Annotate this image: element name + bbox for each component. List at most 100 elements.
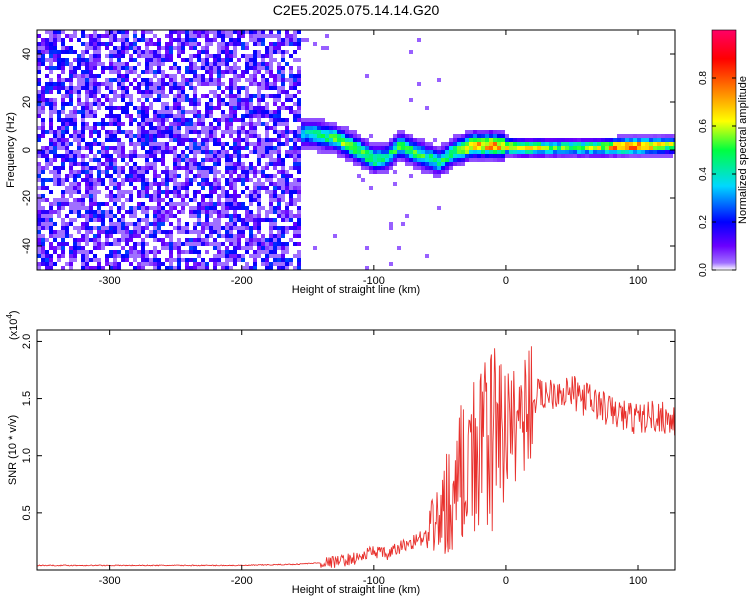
heatmap-cell xyxy=(53,262,57,266)
heatmap-cell xyxy=(201,62,205,66)
heatmap-cell xyxy=(85,218,89,222)
heatmap-cell xyxy=(221,110,225,114)
heatmap-cell xyxy=(105,234,109,238)
heatmap-cell xyxy=(93,226,97,230)
heatmap-cell xyxy=(665,134,669,138)
heatmap-cell xyxy=(249,162,253,166)
heatmap-cell xyxy=(193,130,197,134)
heatmap-cell xyxy=(213,118,217,122)
heatmap-cell xyxy=(81,122,85,126)
heatmap-cell xyxy=(429,158,433,162)
heatmap-cell xyxy=(165,118,169,122)
heatmap-cell xyxy=(293,230,297,234)
heatmap-cell xyxy=(265,134,269,138)
heatmap-cell xyxy=(77,78,81,82)
heatmap-cell xyxy=(229,206,233,210)
heatmap-cell xyxy=(209,102,213,106)
heatmap-cell xyxy=(41,242,45,246)
heatmap-cell xyxy=(461,162,465,166)
heatmap-cell xyxy=(345,142,349,146)
heatmap-cell xyxy=(145,94,149,98)
heatmap-cell xyxy=(525,142,529,146)
heatmap-cell xyxy=(257,182,261,186)
heatmap-cell xyxy=(85,94,89,98)
heatmap-cell xyxy=(121,150,125,154)
heatmap-cell xyxy=(113,250,117,254)
heatmap-cell xyxy=(437,206,441,210)
heatmap-cell xyxy=(109,198,113,202)
heatmap-cell xyxy=(249,266,253,270)
heatmap-cell xyxy=(93,130,97,134)
heatmap-cell xyxy=(101,82,105,86)
heatmap-cell xyxy=(121,130,125,134)
heatmap-cell xyxy=(249,234,253,238)
heatmap-cell xyxy=(61,222,65,226)
heatmap-cell xyxy=(225,46,229,50)
heatmap-cell xyxy=(273,238,277,242)
heatmap-cell xyxy=(69,34,73,38)
heatmap-cell xyxy=(221,154,225,158)
heatmap-cell xyxy=(229,86,233,90)
heatmap-cell xyxy=(597,146,601,150)
heatmap-cell xyxy=(237,118,241,122)
heatmap-cell xyxy=(261,110,265,114)
heatmap-cell xyxy=(641,154,645,158)
heatmap-cell xyxy=(125,234,129,238)
heatmap-cell xyxy=(153,42,157,46)
heatmap-cell xyxy=(65,142,69,146)
heatmap-cell xyxy=(233,246,237,250)
heatmap-cell xyxy=(429,154,433,158)
heatmap-cell xyxy=(389,146,393,150)
heatmap-cell xyxy=(121,202,125,206)
heatmap-cell xyxy=(149,126,153,130)
heatmap-cell xyxy=(269,238,273,242)
heatmap-cell xyxy=(117,54,121,58)
heatmap-cell xyxy=(41,146,45,150)
heatmap-cell xyxy=(489,130,493,134)
heatmap-cell xyxy=(581,154,585,158)
heatmap-cell xyxy=(405,138,409,142)
heatmap-cell xyxy=(297,82,301,86)
heatmap-cell xyxy=(233,186,237,190)
heatmap-cell xyxy=(41,226,45,230)
heatmap-cell xyxy=(117,146,121,150)
heatmap-cell xyxy=(41,198,45,202)
heatmap-cell xyxy=(45,198,49,202)
heatmap-cell xyxy=(185,186,189,190)
heatmap-cell xyxy=(493,146,497,150)
heatmap-cell xyxy=(201,230,205,234)
heatmap-cell xyxy=(249,58,253,62)
heatmap-cell xyxy=(169,122,173,126)
heatmap-cell xyxy=(217,70,221,74)
heatmap-cell xyxy=(77,142,81,146)
heatmap-cell xyxy=(241,222,245,226)
heatmap-cell xyxy=(165,94,169,98)
heatmap-cell xyxy=(221,98,225,102)
heatmap-cell xyxy=(197,122,201,126)
heatmap-cell xyxy=(197,58,201,62)
heatmap-cell xyxy=(157,194,161,198)
heatmap-cell xyxy=(437,158,441,162)
heatmap-cell xyxy=(277,114,281,118)
heatmap-cell xyxy=(65,190,69,194)
heatmap-cell xyxy=(61,254,65,258)
heatmap-cell xyxy=(189,86,193,90)
heatmap-cell xyxy=(173,242,177,246)
heatmap-cell xyxy=(265,178,269,182)
heatmap-cell xyxy=(117,198,121,202)
heatmap-cell xyxy=(625,146,629,150)
heatmap-cell xyxy=(145,62,149,66)
heatmap-cell xyxy=(289,106,293,110)
heatmap-cell xyxy=(233,218,237,222)
heatmap-cell xyxy=(289,38,293,42)
heatmap-cell xyxy=(85,122,89,126)
heatmap-cell xyxy=(189,206,193,210)
heatmap-cell xyxy=(421,162,425,166)
heatmap-cell xyxy=(213,182,217,186)
heatmap-cell xyxy=(121,218,125,222)
heatmap-cell xyxy=(85,182,89,186)
heatmap-cell xyxy=(249,198,253,202)
heatmap-cell xyxy=(165,150,169,154)
heatmap-cell xyxy=(205,114,209,118)
heatmap-cell xyxy=(257,190,261,194)
